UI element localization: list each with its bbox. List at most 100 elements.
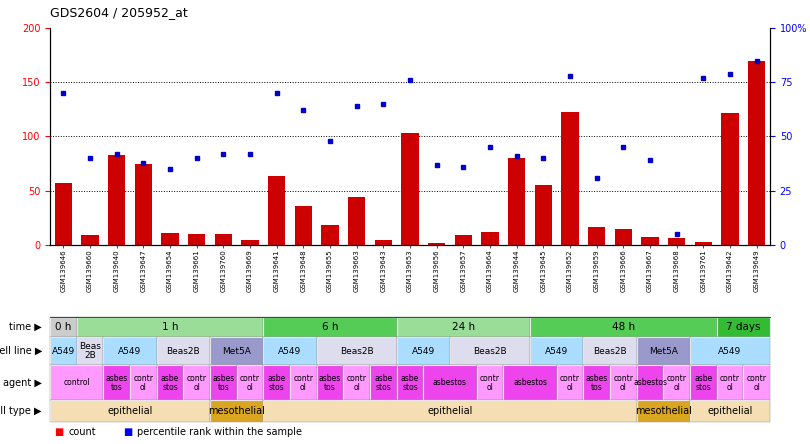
Text: control: control [63,378,90,387]
Bar [134,164,152,245]
Text: Met5A: Met5A [649,346,678,356]
Text: epithelial: epithelial [707,406,752,416]
Bar [317,337,397,365]
Bar [637,400,690,422]
Bar [454,235,472,245]
Bar [188,234,205,245]
Bar [263,365,290,400]
Bar [583,365,610,400]
Bar [295,206,312,245]
Text: cell type ▶: cell type ▶ [0,406,42,416]
Bar [370,365,397,400]
Bar [130,365,156,400]
Bar [642,238,659,245]
Bar [343,365,370,400]
Text: Beas2B: Beas2B [473,346,507,356]
Text: asbe
stos: asbe stos [694,373,713,392]
Bar [481,232,499,245]
Text: asbestos: asbestos [433,378,467,387]
Text: 1 h: 1 h [162,322,178,332]
Bar [535,185,552,245]
Text: count: count [69,427,96,437]
Bar [663,365,690,400]
Bar [397,317,530,337]
Bar [210,400,263,422]
Bar [263,400,637,422]
Text: contr
ol: contr ol [720,373,740,392]
Text: contr
ol: contr ol [347,373,367,392]
Bar [610,365,637,400]
Bar [476,365,503,400]
Text: asbes
tos: asbes tos [105,373,128,392]
Bar [583,337,637,365]
Bar [104,365,130,400]
Text: Met5A: Met5A [222,346,251,356]
Text: asbestos: asbestos [513,378,547,387]
Bar [690,337,770,365]
Bar [81,235,99,245]
Bar [556,365,583,400]
Bar [397,365,424,400]
Bar [610,365,637,400]
Bar [530,317,717,337]
Text: A549: A549 [545,346,569,356]
Text: A549: A549 [718,346,742,356]
Text: 48 h: 48 h [612,322,635,332]
Bar [690,337,770,365]
Bar [637,337,690,365]
Bar [401,133,419,245]
Bar [663,365,690,400]
Bar [317,365,343,400]
Bar [744,365,770,400]
Text: agent ▶: agent ▶ [3,377,42,388]
Text: contr
ol: contr ol [747,373,767,392]
Bar [210,337,263,365]
Text: A549: A549 [52,346,75,356]
Text: 24 h: 24 h [452,322,475,332]
Text: Beas2B: Beas2B [340,346,373,356]
Text: Beas
2B: Beas 2B [79,342,101,360]
Bar [77,337,104,365]
Text: asbe
stos: asbe stos [161,373,179,392]
Bar [530,317,717,337]
Text: A549: A549 [411,346,435,356]
Bar [263,400,637,422]
Text: asbestos: asbestos [633,378,667,387]
Bar [290,365,317,400]
Text: percentile rank within the sample: percentile rank within the sample [138,427,302,437]
Bar [744,365,770,400]
Bar [108,155,126,245]
Bar [556,365,583,400]
Text: time ▶: time ▶ [9,322,42,332]
Text: mesothelial: mesothelial [635,406,692,416]
Text: A549: A549 [118,346,142,356]
Bar [637,365,663,400]
Bar [424,365,476,400]
Bar [77,317,263,337]
Bar [210,400,263,422]
Text: asbes
tos: asbes tos [212,373,234,392]
Bar [130,365,156,400]
Bar [210,337,263,365]
Bar [508,158,526,245]
Bar [690,365,717,400]
Bar [637,400,690,422]
Bar [156,365,183,400]
Bar [104,337,156,365]
Bar [583,365,610,400]
Text: A549: A549 [279,346,301,356]
Bar [717,365,744,400]
Bar [263,365,290,400]
Bar [637,365,663,400]
Bar [77,317,263,337]
Bar [615,229,632,245]
Bar [370,365,397,400]
Text: asbes
tos: asbes tos [319,373,341,392]
Bar [183,365,210,400]
Bar [748,60,765,245]
Bar [348,197,365,245]
Text: Beas2B: Beas2B [593,346,627,356]
Bar [263,337,317,365]
Bar [397,365,424,400]
Bar [50,337,77,365]
